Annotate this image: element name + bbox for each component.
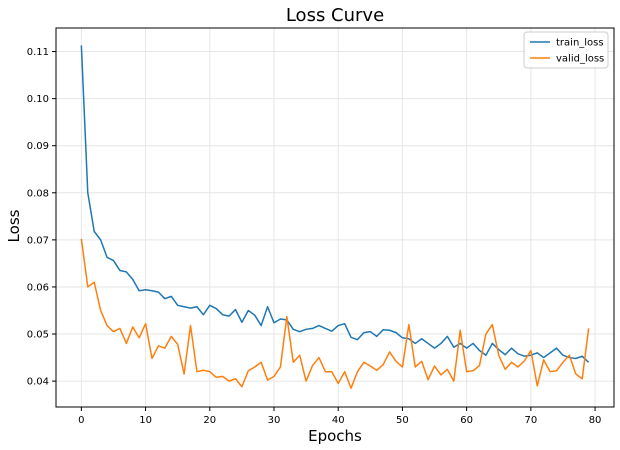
legend: train_loss valid_loss <box>523 31 609 69</box>
y-tick-label: 0.04 <box>27 377 49 388</box>
y-axis-label: Loss <box>5 209 23 242</box>
chart-title: Loss Curve <box>286 5 384 26</box>
y-tick-label: 0.05 <box>27 330 49 341</box>
legend-label-train-loss: train_loss <box>556 38 604 49</box>
x-tick-label: 20 <box>203 415 216 426</box>
x-tick-label: 30 <box>268 415 281 426</box>
legend-label-valid-loss: valid_loss <box>556 54 604 65</box>
x-tick-label: 70 <box>524 415 537 426</box>
axes-frame <box>55 27 615 408</box>
x-tick-label: 80 <box>589 415 602 426</box>
x-tick-label: 50 <box>396 415 409 426</box>
y-tick-label: 0.10 <box>27 94 49 105</box>
y-tick-label: 0.11 <box>27 47 49 58</box>
y-tick-label: 0.06 <box>27 282 49 293</box>
legend-box <box>523 31 609 69</box>
y-tick-label: 0.07 <box>27 235 49 246</box>
x-tick-label: 40 <box>332 415 345 426</box>
plot-area: 0 10 20 30 40 50 60 70 80 0.04 0.05 0.06 0.07 0.08 0.0… <box>27 27 615 426</box>
x-tick-label: 10 <box>139 415 152 426</box>
x-axis-label: Epochs <box>308 427 362 445</box>
x-tick-label: 60 <box>460 415 473 426</box>
x-tick-label: 0 <box>78 415 84 426</box>
y-tick-label: 0.08 <box>27 188 49 199</box>
series-line-train-loss <box>80 45 590 363</box>
series-line-valid-loss <box>80 238 590 389</box>
y-tick-label: 0.09 <box>27 141 49 152</box>
